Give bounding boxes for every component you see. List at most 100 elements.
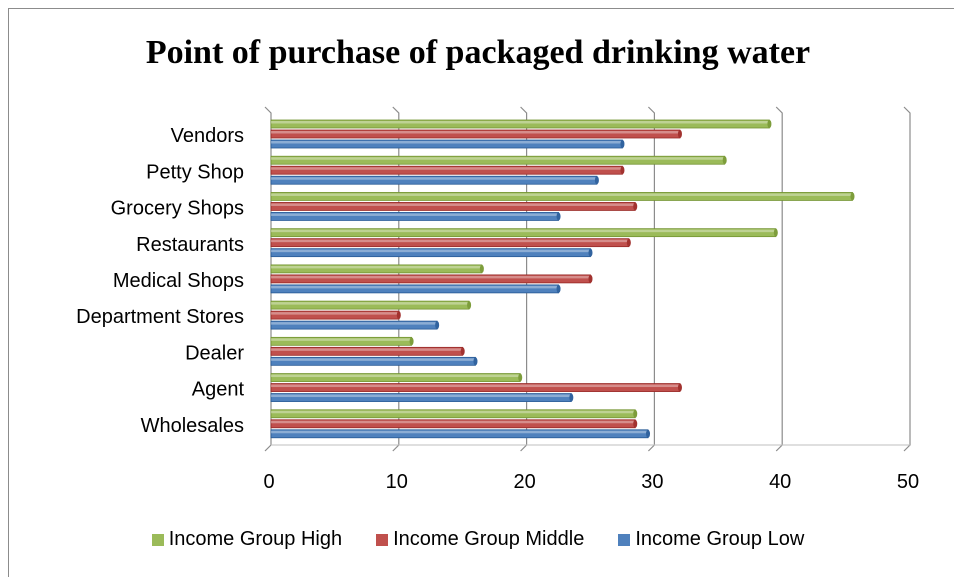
gridline [903, 106, 911, 452]
bar-end-cap [556, 284, 561, 293]
bar-end-cap [460, 347, 465, 356]
bar-end-cap [594, 176, 599, 185]
bar-highlight [271, 265, 482, 269]
bar [270, 129, 682, 139]
bar [270, 175, 599, 185]
category-label: Agent [192, 379, 245, 401]
bar-highlight [271, 249, 591, 253]
gridline [647, 106, 656, 452]
bar-highlight [271, 275, 591, 279]
bar [270, 320, 440, 330]
gridline [264, 106, 272, 452]
category-label: Petty Shop [146, 161, 244, 183]
category-label: Vendors [171, 125, 244, 147]
category-label: Department Stores [76, 306, 244, 328]
bar [270, 419, 638, 429]
bar-highlight [271, 177, 597, 180]
bar-highlight [271, 229, 776, 233]
bar-end-cap [633, 419, 638, 428]
category-label: Medical Shops [113, 270, 244, 292]
bar [270, 300, 472, 310]
bar-end-cap [588, 274, 593, 283]
bar [270, 155, 727, 165]
bar-highlight [271, 374, 521, 378]
bar-end-cap [722, 156, 727, 165]
bar [270, 393, 574, 402]
bar-highlight [271, 410, 636, 414]
bar-end-cap [409, 337, 414, 346]
bar [270, 212, 561, 221]
x-tick-label: 10 [386, 471, 408, 493]
bar-end-cap [773, 228, 778, 237]
bar [270, 238, 631, 248]
bar [270, 264, 484, 274]
bar-highlight [271, 203, 636, 206]
bar-end-cap [467, 301, 472, 310]
legend-label: Income Group Middle [393, 528, 585, 550]
bar [270, 284, 561, 294]
bar [270, 336, 414, 346]
bar-highlight [271, 239, 629, 243]
bar-end-cap [479, 264, 484, 273]
bar-highlight [271, 312, 399, 315]
bar [270, 409, 638, 419]
bar-highlight [271, 193, 853, 196]
bar [270, 373, 523, 382]
bar-end-cap [396, 311, 401, 320]
bar-end-cap [569, 393, 574, 402]
bar-highlight [271, 167, 623, 170]
category-label: Wholesales [141, 415, 244, 437]
bar-end-cap [588, 248, 593, 257]
bar-end-cap [767, 120, 772, 128]
bar-highlight [271, 322, 438, 325]
bar-end-cap [850, 192, 855, 201]
bar-highlight [271, 348, 463, 351]
legend-swatch [618, 533, 631, 546]
bar [270, 228, 778, 238]
x-tick-label: 50 [897, 471, 919, 493]
bar-end-cap [633, 409, 638, 418]
x-tick-label: 30 [641, 471, 663, 493]
x-tick-label: 40 [769, 471, 791, 493]
bar-highlight [271, 394, 572, 398]
bar [270, 429, 651, 439]
bar-highlight [271, 302, 470, 305]
bar-highlight [271, 157, 725, 160]
bar-end-cap [620, 166, 625, 175]
bar-highlight [271, 384, 680, 388]
bar-highlight [271, 430, 649, 434]
legend-label: Income Group Low [635, 528, 805, 550]
legend-label: Income Group High [168, 528, 343, 550]
bar-end-cap [435, 321, 440, 330]
bar-highlight [271, 121, 770, 124]
bar-highlight [271, 338, 412, 341]
gridline [775, 106, 783, 452]
bar [270, 346, 465, 356]
bar [270, 310, 401, 320]
bar [270, 192, 855, 201]
x-tick-label: 0 [263, 471, 274, 493]
chart-legend: Income Group High Income Group Middle Inco… [0, 528, 956, 551]
bar-highlight [271, 358, 476, 361]
chart-title: Point of purchase of packaged drinking w… [145, 34, 811, 71]
bar-highlight [271, 420, 636, 424]
bar [270, 383, 682, 392]
bar [270, 356, 478, 366]
chart-frame [8, 8, 954, 577]
bar-end-cap [633, 202, 638, 211]
bar-end-cap [626, 238, 631, 247]
x-tick-label: 20 [513, 471, 535, 493]
bar-end-cap [556, 212, 561, 221]
bar [270, 248, 593, 258]
bar [270, 274, 593, 284]
legend-item: Income Group Middle [376, 528, 584, 551]
bar-highlight [271, 141, 623, 144]
legend-item: Income Group High [151, 528, 343, 551]
bar-highlight [271, 213, 559, 216]
bar [270, 202, 638, 211]
bar-end-cap [646, 429, 651, 438]
bar-highlight [271, 131, 680, 134]
category-label: Restaurants [136, 234, 244, 256]
bar-highlight [271, 285, 559, 289]
